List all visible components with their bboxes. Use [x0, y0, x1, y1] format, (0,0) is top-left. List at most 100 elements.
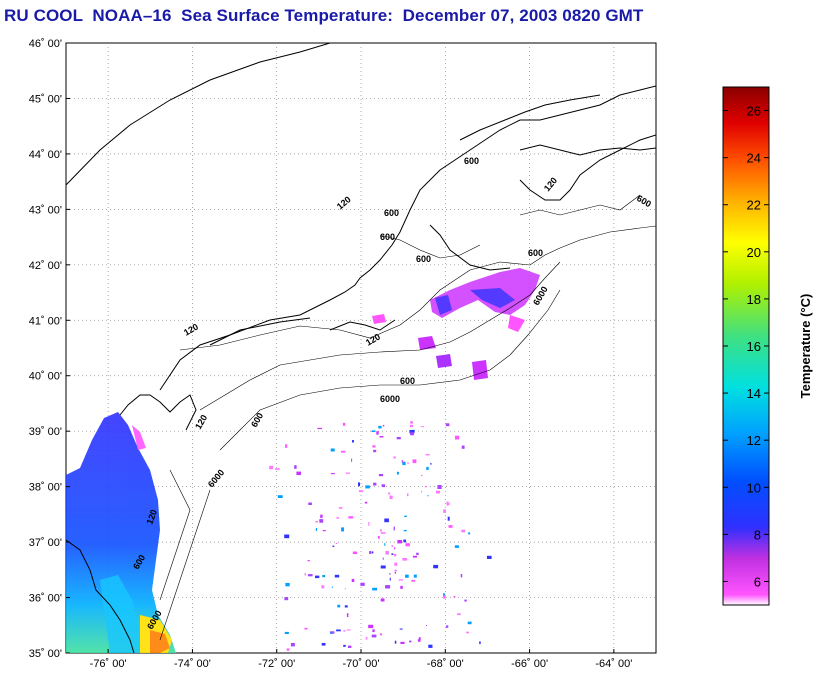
lon-tick-label: -64˚ 00' — [595, 658, 632, 670]
sst-pixel — [400, 585, 403, 589]
sst-pixel — [342, 422, 346, 426]
lat-tick-label: 38˚ 00' — [29, 482, 62, 494]
sst-pixel — [409, 430, 415, 434]
sst-pixel — [428, 644, 433, 648]
sst-pixel — [352, 440, 354, 443]
sst-pixel — [464, 599, 467, 602]
sst-pixel — [285, 444, 288, 448]
sst-pixel — [411, 579, 416, 582]
sst-pixel — [269, 465, 273, 470]
lat-tick-label: 36˚ 00' — [29, 593, 62, 605]
sst-pixel — [379, 633, 382, 636]
sst-pixel — [394, 562, 398, 566]
sst-pixel — [403, 539, 406, 543]
sst-pixel — [391, 553, 394, 555]
sst-pixel — [304, 573, 306, 576]
sst-pixel — [402, 558, 408, 561]
sst-pixel — [421, 474, 423, 477]
sst-pixel — [427, 495, 429, 497]
sst-pixel — [384, 518, 389, 523]
sst-pixel — [376, 431, 379, 435]
sst-pixel — [447, 516, 450, 521]
sst-pixel — [308, 502, 312, 505]
sst-pixel — [304, 627, 308, 630]
sst-pixel — [399, 628, 403, 630]
sst-pixel — [424, 486, 427, 488]
sst-scattered-pixels — [269, 421, 492, 651]
sst-pixel — [461, 529, 466, 533]
sst-pixel — [315, 528, 317, 531]
sst-pixel — [487, 555, 492, 559]
sst-pixel — [436, 490, 441, 494]
sst-pixel — [446, 625, 449, 628]
sst-pixel — [412, 555, 417, 558]
sst-pixel — [403, 529, 407, 532]
colorbar-tick-label: 26 — [747, 104, 761, 119]
sst-pixel — [368, 521, 370, 526]
colorbar-tick-label: 6 — [754, 574, 761, 589]
lat-tick-label: 40˚ 00' — [29, 371, 62, 383]
sst-pixel — [416, 552, 419, 555]
sst-pixel — [344, 588, 346, 590]
sst-pixel — [396, 471, 399, 475]
sst-pixel — [343, 630, 346, 632]
sst-pixel — [335, 543, 338, 544]
sst-pixel — [407, 462, 409, 464]
sst-pixel — [365, 485, 370, 489]
sst-pixel — [445, 423, 450, 427]
lon-tick-label: -72˚ 00' — [258, 658, 295, 670]
sst-pixel — [404, 515, 407, 518]
colorbar-tick-label: 10 — [747, 480, 761, 495]
contour-label: 600 — [400, 376, 415, 386]
sst-pixel — [393, 553, 397, 557]
sst-pixel — [381, 484, 386, 488]
sst-pixel — [382, 557, 384, 560]
sst-pixel — [421, 490, 423, 493]
sst-pixel — [294, 465, 297, 469]
lat-tick-label: 35˚ 00' — [29, 648, 62, 660]
sst-pixel — [315, 575, 320, 579]
sst-pixel — [468, 532, 471, 535]
sst-pixel — [394, 571, 396, 574]
sst-pixel — [346, 629, 351, 631]
sst-pixel — [284, 534, 290, 539]
sst-pixel — [343, 644, 346, 647]
sst-pixel — [348, 516, 354, 519]
sst-pixel — [358, 490, 364, 493]
colorbar-ticks: 6 8 10 12 14 16 18 20 22 24 26 — [723, 104, 769, 589]
colorbar-label: Temperature (°C) — [798, 294, 813, 399]
sst-pixel — [322, 530, 326, 532]
sst-pixel — [352, 551, 357, 555]
sst-pixel — [330, 473, 335, 475]
contour-label: 600 — [416, 254, 431, 264]
colorbar-tick-label: 22 — [747, 198, 761, 213]
sst-pixel — [417, 639, 421, 642]
sst-pixel — [315, 520, 318, 523]
sst-pixel — [389, 577, 391, 581]
sst-pixel — [338, 507, 343, 509]
latitude-axis: 46˚ 00' 45˚ 00' 44˚ 00' 43˚ 00' 42˚ 00' 41˚ 0… — [29, 38, 70, 660]
sst-pixel — [388, 492, 391, 495]
coastline — [66, 43, 656, 653]
sst-pixel — [420, 426, 425, 428]
sst-pixel — [409, 640, 412, 643]
sst-pixel — [393, 456, 396, 459]
sst-pixel — [455, 435, 460, 440]
sst-pixel — [319, 519, 324, 523]
sst-pixel — [285, 582, 290, 587]
sst-pixel — [402, 461, 406, 466]
sst-pixel — [373, 482, 377, 486]
sst-pixel — [396, 437, 401, 440]
sst-pixel — [332, 545, 335, 547]
colorbar-tick-label: 20 — [747, 245, 761, 260]
sst-pixel — [467, 621, 472, 625]
sst-pixel — [461, 445, 465, 449]
sst-pixel — [364, 501, 368, 504]
lat-tick-label: 43˚ 00' — [29, 204, 62, 216]
sst-pixel — [446, 501, 449, 506]
sst-pixel — [400, 641, 405, 644]
lat-tick-label: 44˚ 00' — [29, 149, 62, 161]
sst-pixel — [394, 569, 397, 572]
sst-pixel — [358, 482, 360, 487]
